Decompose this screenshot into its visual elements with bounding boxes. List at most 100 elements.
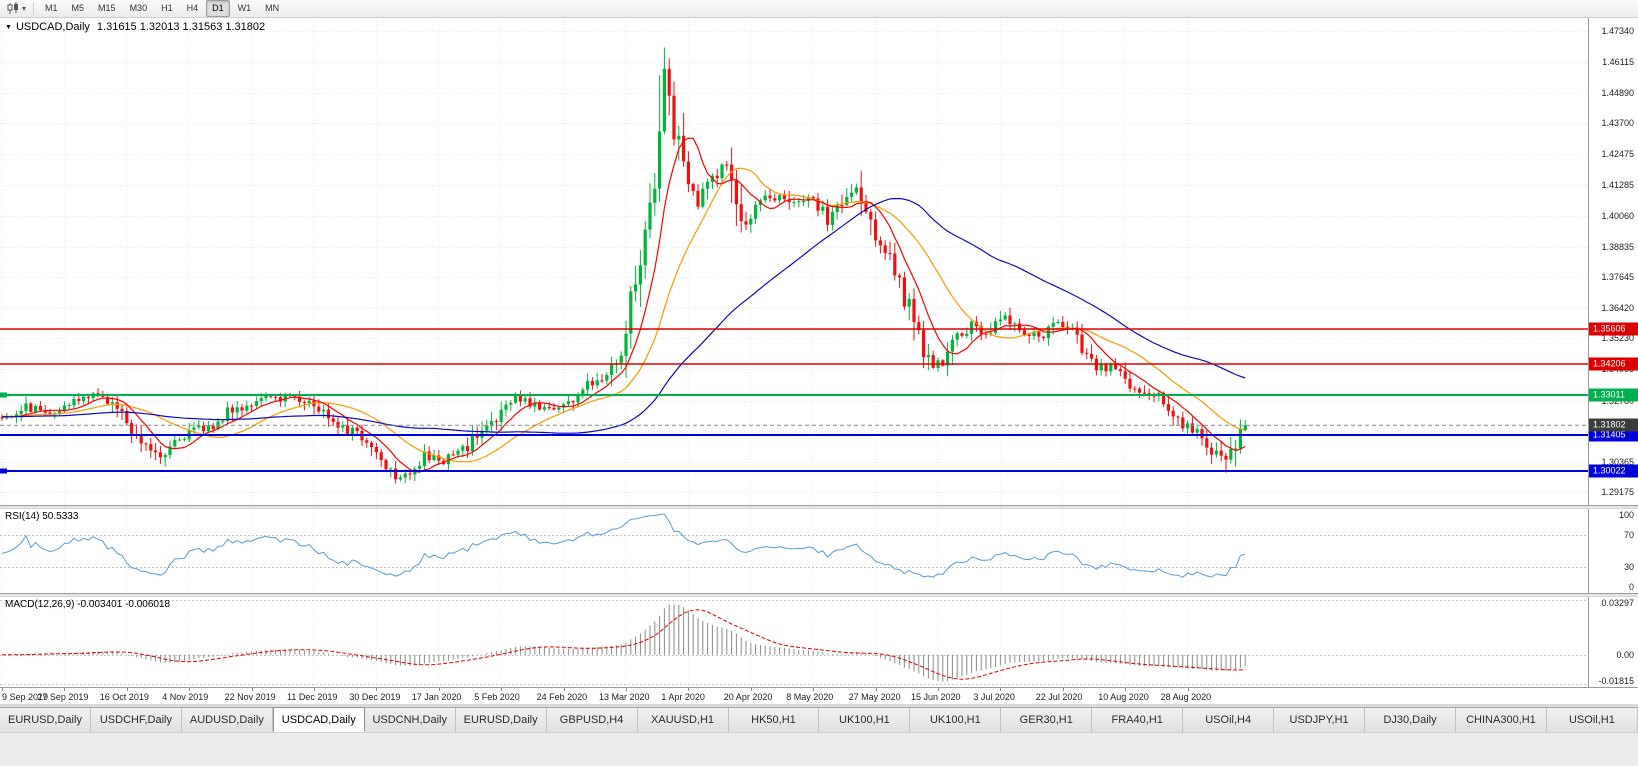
level-anchor-marker[interactable] [0, 392, 7, 398]
date-tick-label: 15 Jun 2020 [911, 692, 961, 702]
chart-tab-dj30-daily[interactable]: DJ30,Daily [1365, 708, 1456, 732]
main-chart-panel[interactable]: ▼ USDCAD,Daily 1.31615 1.32013 1.31563 1… [0, 18, 1638, 505]
time-tick-mark [2, 688, 3, 691]
date-tick-label: 22 Nov 2019 [224, 692, 276, 702]
chart-tab-uk100-h1[interactable]: UK100,H1 [819, 708, 911, 732]
timeframe-button-h1[interactable]: H1 [161, 3, 173, 13]
toolbar-separator [33, 2, 35, 15]
date-tick-label: 30 Dec 2019 [349, 692, 401, 702]
candlestick-chart-canvas[interactable] [0, 18, 1588, 505]
timeframe-button-m15[interactable]: M15 [98, 3, 116, 13]
axis-tick-label: 1.46115 [1602, 57, 1634, 68]
level-anchor-marker[interactable] [0, 468, 7, 474]
timeframe-button-m30[interactable]: M30 [129, 3, 148, 13]
rsi-line [1, 513, 1246, 578]
timeframe-button-m1[interactable]: M1 [45, 3, 58, 13]
macd-panel[interactable]: MACD(12,26,9) -0.003401 -0.006018 0.0329… [0, 597, 1638, 687]
chart-tab-eurusd-daily[interactable]: EURUSD,Daily [0, 708, 91, 732]
time-axis[interactable]: 9 Sep 2019 27 Sep 2019 16 Oct 2019 4 Nov 20… [0, 687, 1638, 704]
axis-tick-label: -0.01815 [1598, 676, 1634, 686]
time-tick-mark [688, 688, 690, 691]
level-price-badge: 1.30022 [1589, 464, 1638, 477]
window-footer-filler [0, 732, 1638, 766]
chart-symbol-label: USDCAD,Daily [15, 21, 90, 33]
axis-tick-label: 0 [1628, 582, 1634, 592]
axis-tick-label: 0.00 [1616, 649, 1634, 660]
macd-axis: 0.03297 0.00 -0.01815 [1588, 597, 1638, 687]
date-tick-label: 20 Apr 2020 [723, 692, 773, 702]
timeframe-toolbar: M1 M5 M15 M30 H1 H4 D1 W1 MN [38, 0, 286, 17]
chart-tab-gbpusd-h4[interactable]: GBPUSD,H4 [546, 708, 638, 732]
top-toolbar: ▾ M1 M5 M15 M30 H1 H4 D1 W1 MN [0, 0, 1638, 18]
chart-tab-usoil-h1[interactable]: USOil,H1 [1546, 708, 1638, 732]
chart-tab-ger30-h1[interactable]: GER30,H1 [1001, 708, 1093, 732]
panel-splitter-macd[interactable] [0, 593, 1638, 597]
date-tick-label: 22 Jul 2020 [1035, 692, 1083, 702]
timeframe-button-m5[interactable]: M5 [71, 3, 85, 13]
chart-tab-eurusd-daily[interactable]: EURUSD,Daily [455, 708, 547, 732]
date-tick-label: 17 Jan 2020 [411, 692, 462, 702]
level-price-badge: 1.35606 [1589, 322, 1638, 336]
chart-tab-china300-h1[interactable]: CHINA300,H1 [1456, 708, 1547, 732]
chart-type-button[interactable]: ▾ [3, 1, 29, 17]
chart-tab-usoil-h4[interactable]: USOil,H4 [1183, 708, 1275, 732]
date-tick-label: 16 Oct 2019 [99, 692, 149, 702]
time-tick-mark [376, 688, 378, 691]
time-tick-mark [1062, 688, 1064, 691]
ma-fast-line [1, 137, 1246, 473]
chart-tab-usdcad-daily[interactable]: USDCAD,Daily [272, 707, 365, 732]
tabbar-gap [0, 704, 1638, 707]
time-tick-mark [314, 688, 315, 691]
candlestick-chart-icon [7, 2, 18, 14]
axis-tick-label: 1.38835 [1601, 241, 1634, 252]
chart-tab-uk100-h1[interactable]: UK100,H1 [910, 708, 1002, 732]
symbol-marker-icon: ▼ [5, 23, 12, 31]
price-axis[interactable]: 1.47340 1.46115 1.44890 1.43700 1.42475 1.412… [1588, 18, 1638, 505]
date-tick-label: 8 May 2020 [786, 692, 834, 702]
timeframe-button-d1[interactable]: D1 [206, 0, 230, 17]
axis-tick-label: 1.36420 [1601, 303, 1634, 314]
chart-tab-usdjpy-h1[interactable]: USDJPY,H1 [1274, 708, 1366, 732]
panel-splitter-rsi[interactable] [0, 505, 1638, 509]
chart-tab-usdchf-daily[interactable]: USDCHF,Daily [90, 708, 182, 732]
date-tick-label: 27 May 2020 [848, 692, 901, 702]
axis-tick-label: 1.30365 [1601, 456, 1634, 467]
chart-tab-xauusd-h1[interactable]: XAUUSD,H1 [637, 708, 729, 732]
timeframe-button-h4[interactable]: H4 [186, 3, 199, 13]
date-tick-label: 1 Apr 2020 [661, 692, 705, 702]
rsi-panel[interactable]: RSI(14) 50.5333 100 70 30 0 [0, 509, 1638, 593]
level-price-badge: 1.31405 [1589, 428, 1638, 442]
date-tick-label: 3 Jul 2020 [973, 692, 1015, 702]
axis-tick-label: 70 [1623, 530, 1634, 541]
time-tick-mark [251, 688, 253, 691]
axis-tick-label: 1.47340 [1601, 25, 1634, 36]
time-tick-mark [1000, 688, 1002, 691]
axis-tick-label: 1.43700 [1601, 118, 1634, 129]
current-price-badge: 1.31802 [1589, 418, 1638, 432]
macd-histogram [1, 604, 1246, 682]
macd-label: MACD(12,26,9) -0.003401 -0.006018 [5, 599, 171, 610]
rsi-canvas[interactable] [0, 509, 1588, 593]
axis-tick-label: 1.29175 [1601, 486, 1634, 497]
axis-tick-label: 1.37645 [1601, 272, 1634, 283]
chart-tab-hk50-h1[interactable]: HK50,H1 [728, 708, 820, 732]
timeframe-button-w1[interactable]: W1 [237, 3, 252, 13]
date-tick-label: 13 Mar 2020 [599, 692, 650, 702]
timeframe-button-mn[interactable]: MN [265, 3, 280, 13]
chart-tab-fra40-h1[interactable]: FRA40,H1 [1092, 708, 1184, 732]
time-tick-mark [938, 688, 939, 691]
chart-ohlc-values: 1.31615 1.32013 1.31563 1.31802 [96, 21, 266, 33]
axis-tick-label: 100 [1618, 510, 1634, 520]
chart-tab-audusd-daily[interactable]: AUDUSD,Daily [181, 708, 273, 732]
axis-tick-label: 30 [1623, 561, 1634, 572]
time-tick-mark [438, 688, 440, 691]
axis-tick-label: 1.35230 [1601, 333, 1634, 344]
time-tick-mark [626, 688, 627, 691]
chart-title: ▼ USDCAD,Daily 1.31615 1.32013 1.31563 1… [5, 21, 265, 33]
chart-tab-usdcnh-daily[interactable]: USDCNH,Daily [364, 708, 456, 732]
axis-tick-label: 1.40060 [1601, 210, 1634, 221]
macd-canvas[interactable] [0, 597, 1588, 687]
time-tick-mark [750, 688, 752, 691]
date-tick-label: 9 Sep 2019 [2, 692, 49, 702]
date-tick-label: 4 Nov 2019 [162, 692, 209, 702]
